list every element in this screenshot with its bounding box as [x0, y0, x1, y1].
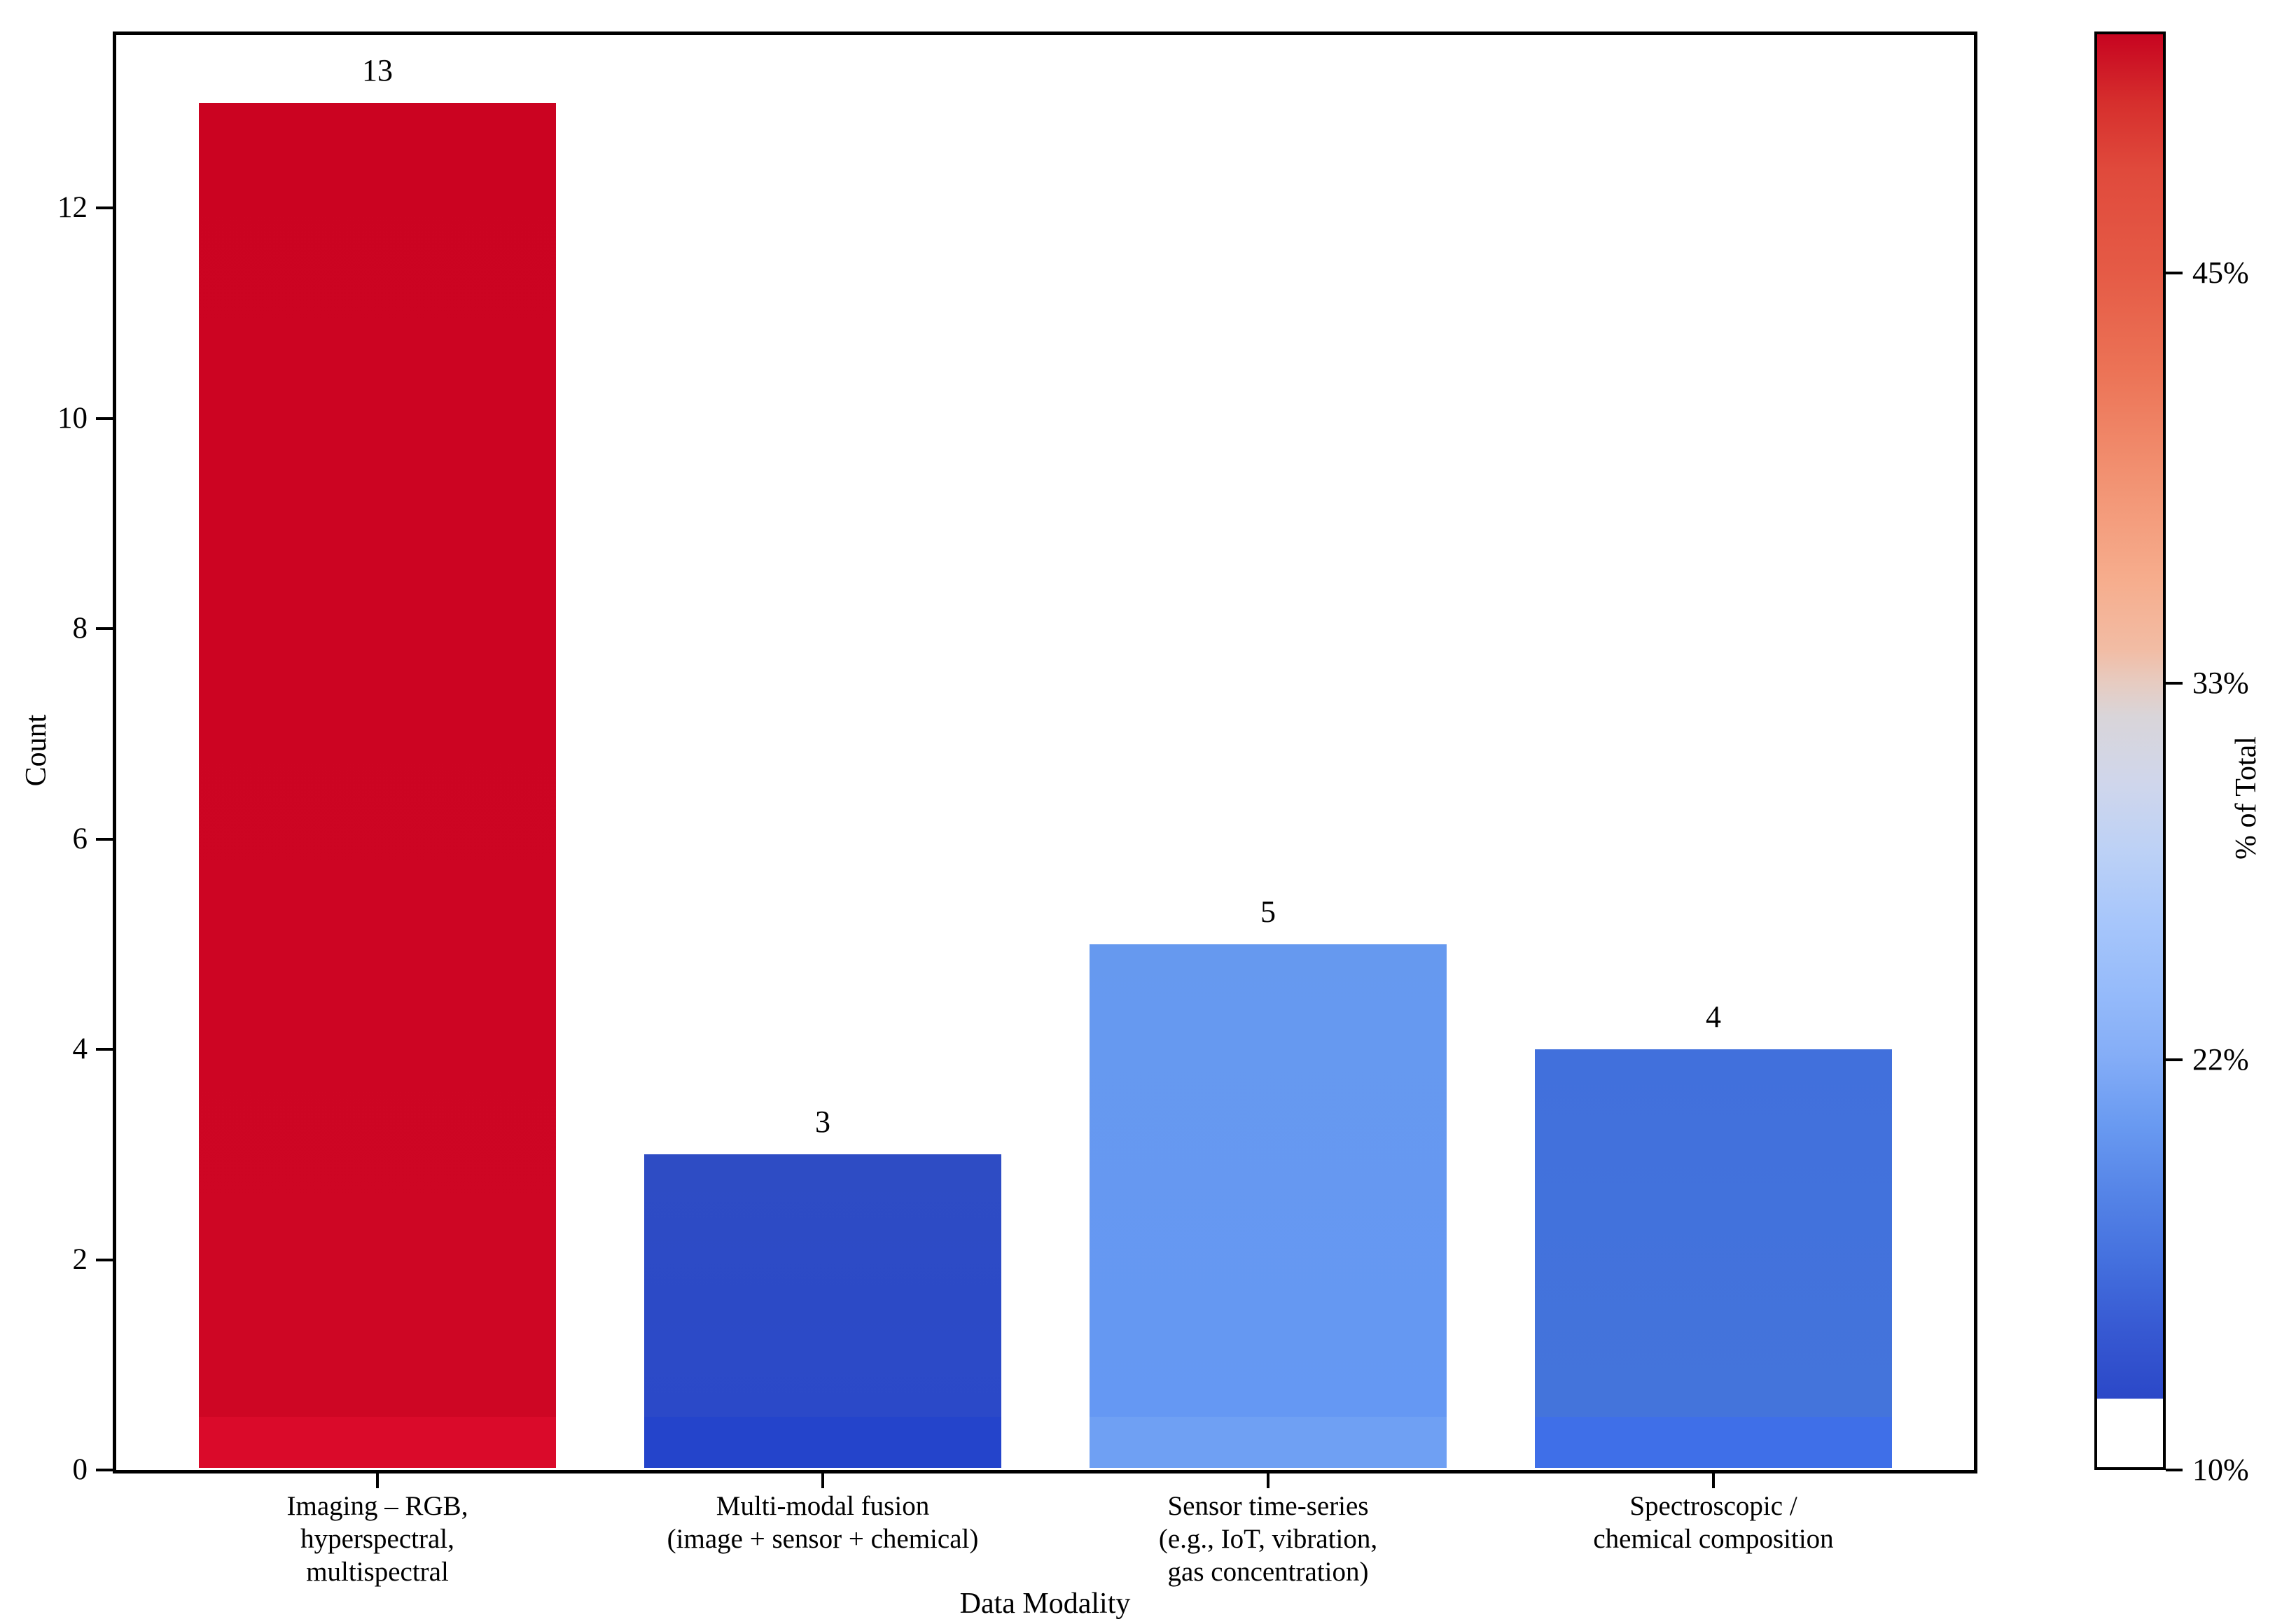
y-tick-mark — [96, 1469, 113, 1471]
y-tick-mark — [96, 416, 113, 420]
bar-value-label: 3 — [815, 1105, 830, 1140]
x-tick-mark — [1267, 1471, 1269, 1488]
colorbar-tick-label: 22% — [2192, 1042, 2249, 1077]
bar — [1535, 1049, 1892, 1468]
y-tick-mark — [96, 627, 113, 631]
colorbar-tick-label: 10% — [2192, 1452, 2249, 1487]
x-tick-mark — [821, 1471, 824, 1488]
bar — [1090, 944, 1447, 1468]
bar — [199, 103, 556, 1468]
bar-value-label: 5 — [1260, 894, 1276, 929]
x-axis-title: Data Modality — [959, 1588, 1131, 1620]
x-category-label: Multi-modal fusion (image + sensor + che… — [667, 1491, 979, 1554]
y-tick-label: 12 — [57, 191, 88, 225]
colorbar — [2094, 31, 2166, 1470]
colorbar-tick-mark — [2166, 681, 2183, 685]
y-tick-label: 10 — [57, 401, 88, 435]
x-category-label: Sensor time-series (e.g., IoT, vibration… — [1158, 1491, 1378, 1587]
y-tick-label: 8 — [72, 612, 88, 645]
colorbar-tick-mark — [2166, 1469, 2183, 1471]
colorbar-tick-label: 33% — [2192, 665, 2249, 700]
y-tick-label: 6 — [72, 822, 88, 855]
y-tick-mark — [96, 206, 113, 210]
y-tick-label: 4 — [72, 1032, 88, 1066]
x-category-label: Spectroscopic / chemical composition — [1593, 1491, 1834, 1554]
y-tick-label: 0 — [72, 1453, 88, 1486]
colorbar-tick-mark — [2166, 1058, 2183, 1061]
colorbar-title: % of Total — [2230, 736, 2262, 860]
y-tick-label: 2 — [72, 1242, 88, 1276]
colorbar-tick-mark — [2166, 271, 2183, 274]
bar-value-label: 4 — [1706, 1000, 1721, 1035]
y-axis-title: Count — [20, 714, 53, 787]
colorbar-tick-label: 45% — [2192, 255, 2249, 290]
bar — [644, 1154, 1001, 1468]
y-tick-mark — [96, 837, 113, 841]
y-tick-mark — [96, 1048, 113, 1051]
y-tick-mark — [96, 1258, 113, 1261]
x-tick-mark — [1712, 1471, 1715, 1488]
bar-value-label: 13 — [362, 53, 393, 88]
x-tick-mark — [376, 1471, 379, 1488]
x-category-label: Imaging – RGB, hyperspectral, multispect… — [286, 1491, 468, 1587]
